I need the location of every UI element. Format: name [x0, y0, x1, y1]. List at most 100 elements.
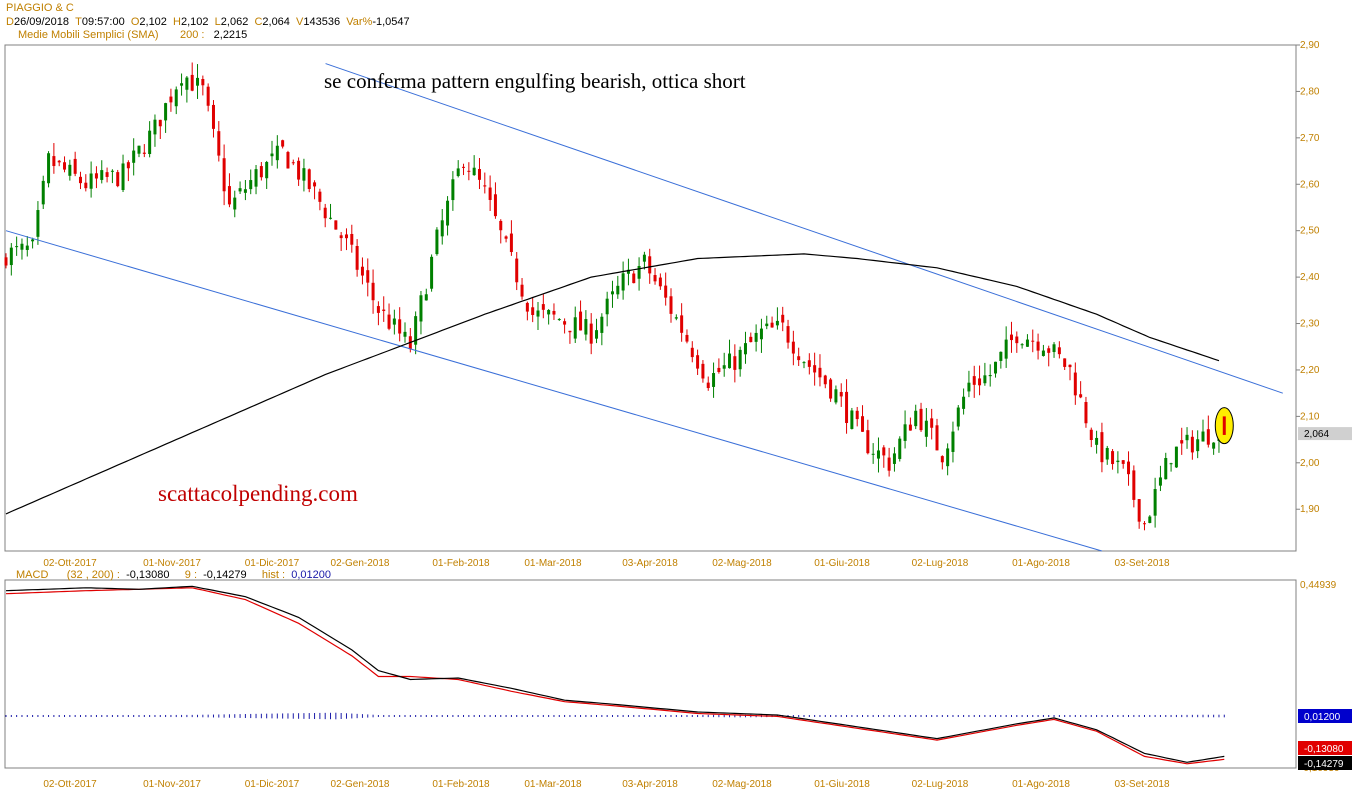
- candle-body: [275, 145, 279, 161]
- candles: [4, 62, 1226, 531]
- candle-body: [967, 382, 971, 392]
- candle-body: [722, 365, 726, 369]
- candle-body: [63, 162, 67, 170]
- quote-key: D: [6, 16, 14, 28]
- instrument-title: PIAGGIO & C: [6, 2, 74, 14]
- candle-body: [110, 170, 114, 172]
- quote-value: 26/09/2018: [13, 16, 70, 28]
- candle-body: [334, 220, 338, 230]
- candle-body: [924, 420, 928, 437]
- candle-body: [871, 453, 875, 455]
- candle-body: [903, 424, 907, 441]
- x-tick-label: 02-Ott-2017: [43, 779, 97, 790]
- candle-body: [137, 145, 141, 154]
- candle-body: [20, 243, 24, 250]
- candle-body: [281, 140, 285, 147]
- quote-key: O: [130, 16, 140, 28]
- signal-line: [5, 587, 1225, 765]
- y-tick-label: 2,60: [1300, 179, 1320, 190]
- candle-body: [132, 150, 136, 163]
- quote-row: D26/09/2018 T09:57:00 O2,102 H2,102 L2,0…: [6, 16, 416, 28]
- candle-body: [142, 152, 146, 154]
- sma200-line: [5, 253, 1220, 515]
- candle-body: [1137, 499, 1141, 522]
- x-tick-label: 01-Nov-2017: [143, 558, 201, 569]
- candle-body: [169, 96, 173, 103]
- candle-body: [47, 153, 51, 184]
- candle-body: [983, 375, 987, 384]
- candle-body: [339, 235, 343, 239]
- x-tick-label: 02-Gen-2018: [331, 558, 390, 569]
- quote-key: C: [254, 16, 263, 28]
- candle-body: [211, 104, 215, 129]
- candle-body: [978, 378, 982, 386]
- candle-body: [1057, 347, 1061, 355]
- candle-body: [371, 282, 375, 301]
- x-tick-label: 02-Ott-2017: [43, 558, 97, 569]
- macd-value-label: -0,13080: [1304, 744, 1344, 755]
- macd-line: [5, 585, 1225, 763]
- candle-body: [621, 273, 625, 291]
- candle-body: [669, 296, 673, 314]
- candle-body: [430, 256, 434, 289]
- candle-body: [196, 77, 200, 86]
- candle-body: [1052, 344, 1056, 353]
- candle-body: [488, 187, 492, 200]
- candle-body: [531, 307, 535, 315]
- candle-body: [78, 176, 82, 184]
- candle-body: [1068, 364, 1072, 368]
- candle-body: [595, 330, 599, 339]
- y-tick-label: 2,40: [1300, 272, 1320, 283]
- macd-value-tag: [1298, 741, 1352, 755]
- candle-body: [664, 285, 668, 298]
- candle-body: [15, 246, 19, 248]
- candle-body: [1020, 344, 1024, 346]
- candle-body: [749, 336, 753, 343]
- candle-body: [472, 167, 476, 176]
- candle-body: [57, 160, 61, 163]
- x-tick-label: 01-Ago-2018: [1012, 779, 1070, 790]
- candle-body: [552, 310, 556, 315]
- candle-body: [845, 391, 849, 424]
- candle-body: [1180, 440, 1184, 444]
- y-tick-label: 2,30: [1300, 319, 1320, 330]
- signal-value-tag: [1298, 756, 1352, 770]
- candle-body: [329, 217, 333, 219]
- candle-body: [728, 353, 732, 369]
- candle-body: [180, 83, 184, 86]
- y-tick-label: 2,10: [1300, 411, 1320, 422]
- candle-body: [717, 367, 721, 372]
- last-price-tag: [1298, 427, 1352, 441]
- candle-body: [1041, 350, 1045, 356]
- candle-body: [451, 179, 455, 201]
- candle-body: [775, 320, 779, 326]
- candle-body: [153, 119, 157, 135]
- candle-body: [536, 310, 540, 317]
- quote-key: H: [173, 16, 181, 28]
- candle-body: [504, 236, 508, 239]
- candle-body: [680, 315, 684, 333]
- candle-body: [313, 182, 317, 187]
- x-tick-label: 01-Giu-2018: [814, 779, 870, 790]
- candle-body: [360, 266, 364, 276]
- candle-body: [520, 284, 524, 297]
- candle-body: [1185, 434, 1189, 441]
- candle-body: [41, 180, 45, 205]
- candle-body: [765, 323, 769, 327]
- quote-key: V: [296, 16, 304, 28]
- candle-body: [414, 316, 418, 345]
- candle-body: [297, 160, 301, 180]
- candle-body: [307, 169, 311, 189]
- candle-body: [1031, 340, 1035, 342]
- candle-body: [254, 169, 258, 187]
- candle-body: [839, 391, 843, 397]
- hist-value-tag: [1298, 709, 1352, 723]
- candle-body: [1004, 339, 1008, 359]
- candle-body: [243, 189, 247, 193]
- candle-body: [403, 331, 407, 337]
- x-tick-label: 01-Nov-2017: [143, 779, 201, 790]
- candle-body: [1105, 447, 1109, 460]
- x-tick-label: 02-Gen-2018: [331, 779, 390, 790]
- candle-body: [1025, 339, 1029, 347]
